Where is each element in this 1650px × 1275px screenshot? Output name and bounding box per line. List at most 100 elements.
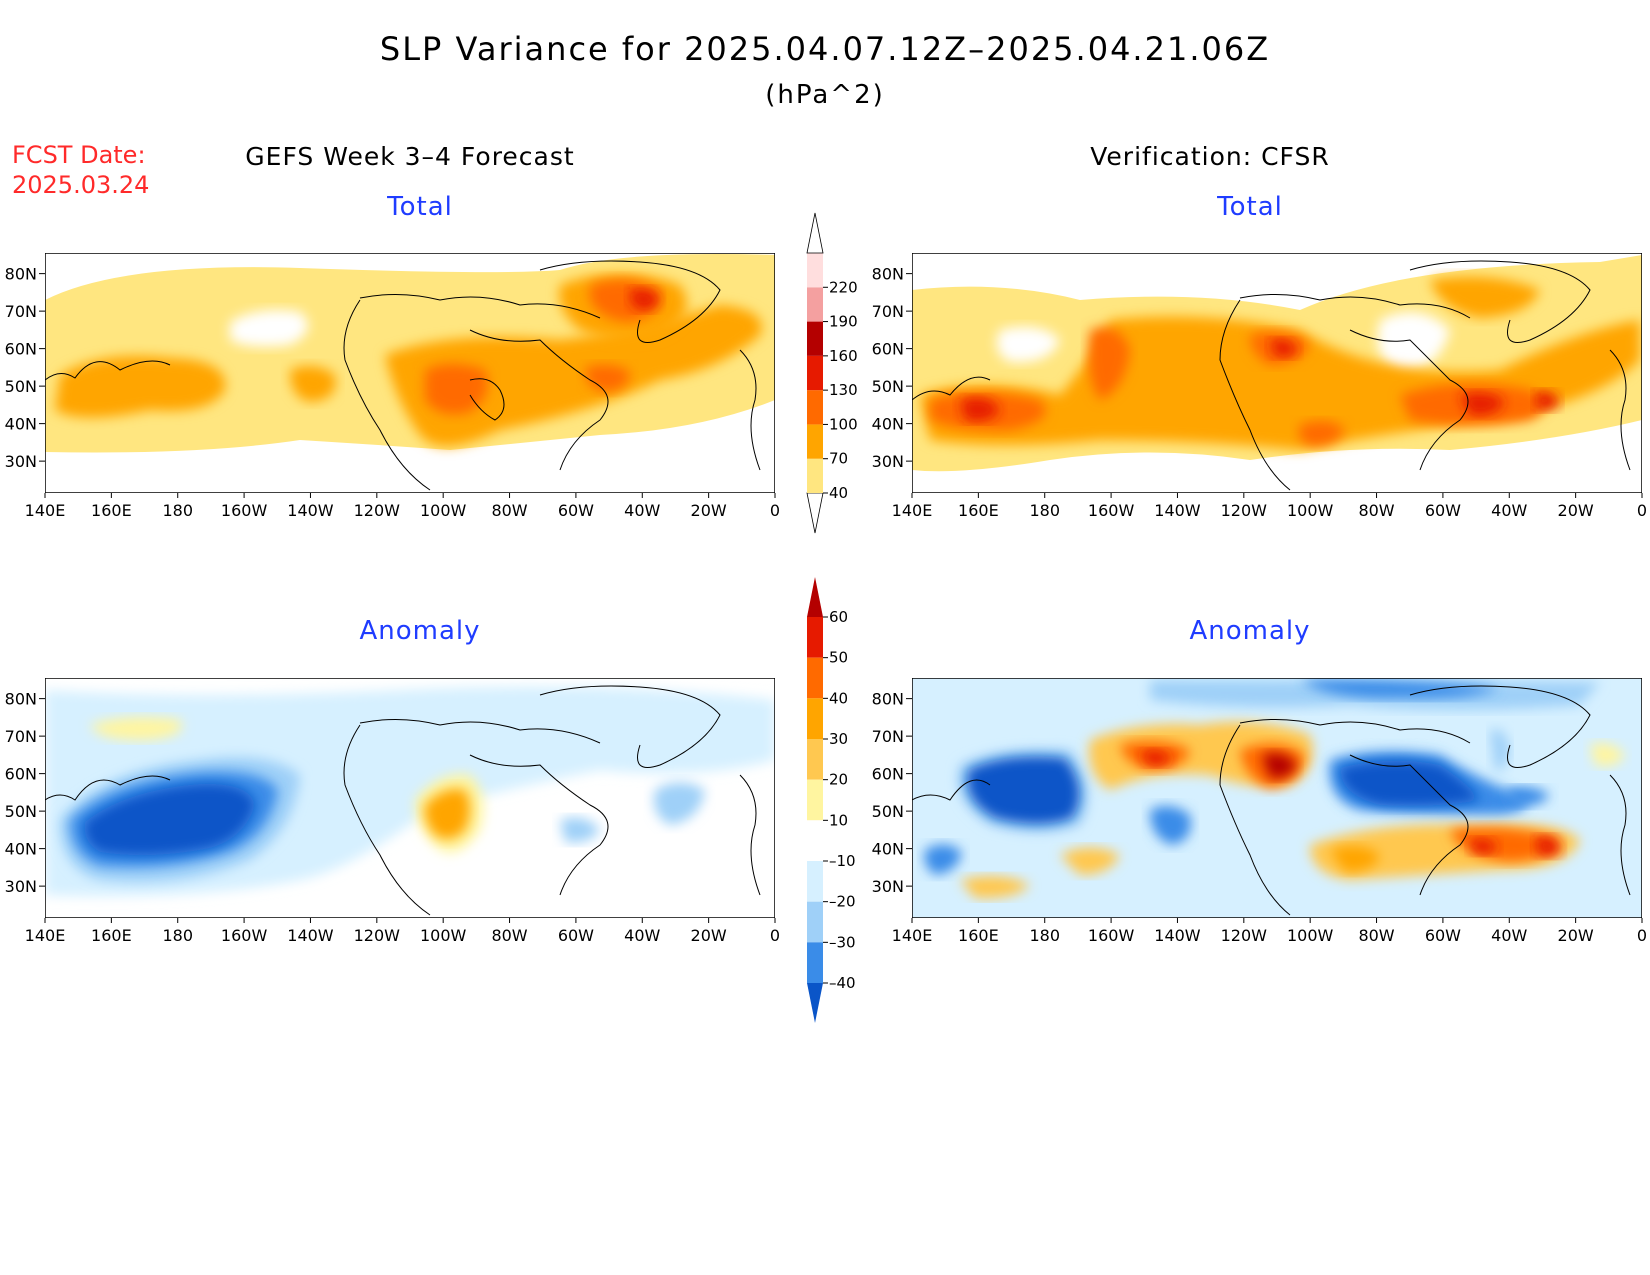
verification-total-lat-label: 80N (872, 265, 904, 284)
anomaly-colorbar-swatch (807, 901, 823, 943)
anomaly-colorbar-label: 50 (829, 649, 848, 667)
forecast-anomaly-lon-label: 80W (491, 926, 527, 945)
total-colorbar-high-extend (806, 212, 824, 254)
total-colorbar-swatch (807, 458, 823, 493)
verification-total-lon-label: 160W (1088, 501, 1135, 520)
verification-anomaly-lat-label: 50N (872, 802, 904, 821)
verification-anomaly-lon-label: 100W (1287, 926, 1334, 945)
total-colorbar-swatch (807, 355, 823, 391)
anomaly-colorbar-label: –10 (829, 852, 856, 870)
verification-anomaly-lon-label: 180 (1029, 926, 1060, 945)
anomaly-colorbar-label: 40 (829, 689, 848, 707)
figure-title: SLP Variance for 2025.04.07.12Z–2025.04.… (379, 30, 1271, 68)
verification-total-map: 80N 70N 60N 50N 40N 30N 140E 160E 180 160W 140W 120… (872, 253, 1647, 520)
anomaly-colorbar-swatch (807, 698, 823, 739)
forecast-anomaly-lat-label: 40N (5, 840, 37, 859)
forecast-anomaly-field (45, 678, 775, 918)
verification-anomaly-lon-label: 40W (1491, 926, 1527, 945)
forecast-anomaly-lon-label: 120W (354, 926, 401, 945)
total-colorbar-label: 190 (829, 313, 858, 331)
total-colorbar-label: 160 (829, 347, 858, 365)
forecast-total-lon-label: 60W (558, 501, 594, 520)
verification-total-lat-label: 70N (872, 302, 904, 321)
verification-anomaly-field (912, 678, 1642, 918)
verification-total-lat-label: 40N (872, 415, 904, 434)
verification-anomaly-lon-label: 120W (1221, 926, 1268, 945)
verification-total-lon-label: 20W (1558, 501, 1594, 520)
anomaly-colorbar-label: 30 (829, 730, 848, 748)
forecast-anomaly-lat-label: 30N (5, 877, 37, 896)
anomaly-colorbar-label: –40 (829, 974, 856, 992)
verification-total-lat-label: 60N (872, 340, 904, 359)
anomaly-colorbar-swatch (807, 861, 823, 902)
forecast-total-lat-label: 50N (5, 377, 37, 396)
anomaly-colorbar-label: –30 (829, 933, 856, 951)
verification-anomaly-map: 80N 70N 60N 50N 40N 30N 140E 160E 180 160W 140W 120… (872, 678, 1647, 945)
forecast-total-lon-label: 120W (354, 501, 401, 520)
forecast-anomaly-lon-label: 60W (558, 926, 594, 945)
verification-total-lon-label: 0 (1637, 501, 1647, 520)
verification-anomaly-lat-label: 30N (872, 877, 904, 896)
total-colorbar-label: 40 (829, 484, 848, 502)
verification-total-lon-label: 140E (892, 501, 933, 520)
total-colorbar-low-extend (806, 492, 824, 534)
forecast-total-lat-label: 30N (5, 452, 37, 471)
total-colorbar: 40 70 100 130 160 190 220 (806, 212, 858, 534)
anomaly-colorbar-swatch (807, 657, 823, 699)
forecast-total-lon-label: 140E (25, 501, 66, 520)
forecast-total-map: 80N 70N 60N 50N 40N 30N 140E 160E 180 160W 140W 120… (5, 253, 780, 520)
fcst-date-label: FCST Date: (12, 141, 146, 169)
verification-header: Verification: CFSR (1090, 142, 1330, 171)
forecast-total-lon-label: 40W (624, 501, 660, 520)
forecast-total-lat-label: 60N (5, 340, 37, 359)
forecast-anomaly-map: 80N 70N 60N 50N 40N 30N 140E 160E 180 160W 140W 120… (5, 678, 780, 945)
forecast-total-lat-label: 80N (5, 265, 37, 284)
verification-total-lat-label: 30N (872, 452, 904, 471)
forecast-total-lon-label: 0 (770, 501, 780, 520)
verification-anomaly-lon-label: 140E (892, 926, 933, 945)
total-colorbar-swatch (807, 321, 823, 356)
verification-total-lon-label: 40W (1491, 501, 1527, 520)
verification-total-lon-label: 60W (1425, 501, 1461, 520)
total-colorbar-swatch (807, 253, 823, 288)
anomaly-colorbar-label: 20 (829, 771, 848, 789)
forecast-total-subtitle: Total (387, 192, 453, 222)
forecast-total-lon-label: 100W (420, 501, 467, 520)
total-colorbar-swatch (807, 424, 823, 459)
forecast-anomaly-lon-label: 160W (221, 926, 268, 945)
total-colorbar-label: 220 (829, 278, 858, 296)
forecast-total-lon-label: 180 (162, 501, 193, 520)
fcst-date-block: FCST Date: 2025.03.24 (12, 140, 149, 200)
verification-anomaly-lat-label: 40N (872, 840, 904, 859)
anomaly-colorbar-swatch (807, 617, 823, 658)
anomaly-colorbar-swatch (807, 739, 823, 780)
forecast-anomaly-lat-label: 80N (5, 690, 37, 709)
forecast-anomaly-lat-label: 60N (5, 765, 37, 784)
verification-anomaly-lat-label: 60N (872, 765, 904, 784)
total-colorbar-swatch (807, 287, 823, 322)
forecast-total-lon-label: 80W (491, 501, 527, 520)
verification-total-lon-label: 160E (958, 501, 999, 520)
verification-total-axis: 80N 70N 60N 50N 40N 30N 140E 160E 180 160W 140W 120… (872, 265, 1647, 520)
anomaly-colorbar-low-extend (807, 983, 823, 1023)
total-colorbar-swatch (807, 390, 823, 425)
total-colorbar-label: 70 (829, 450, 848, 468)
anomaly-colorbar-label: –20 (829, 893, 856, 911)
forecast-anomaly-lat-label: 50N (5, 802, 37, 821)
total-colorbar-label: 100 (829, 415, 858, 433)
verification-anomaly-lon-label: 0 (1637, 926, 1647, 945)
figure-units: (hPa^2) (765, 80, 885, 110)
forecast-total-lon-label: 140W (287, 501, 334, 520)
anomaly-colorbar-label: 10 (829, 811, 848, 829)
forecast-anomaly-lon-label: 20W (691, 926, 727, 945)
anomaly-colorbar-high-extend (807, 577, 823, 617)
verification-anomaly-axis: 80N 70N 60N 50N 40N 30N 140E 160E 180 160W 140W 120… (872, 690, 1647, 945)
verification-total-lat-label: 50N (872, 377, 904, 396)
anomaly-colorbar-swatch (807, 779, 823, 821)
verification-anomaly-lon-label: 80W (1358, 926, 1394, 945)
verification-total-lon-label: 100W (1287, 501, 1334, 520)
verification-anomaly-lon-label: 20W (1558, 926, 1594, 945)
fcst-date-value: 2025.03.24 (12, 171, 150, 199)
forecast-total-axis: 80N 70N 60N 50N 40N 30N 140E 160E 180 160W 140W 120… (5, 265, 780, 520)
